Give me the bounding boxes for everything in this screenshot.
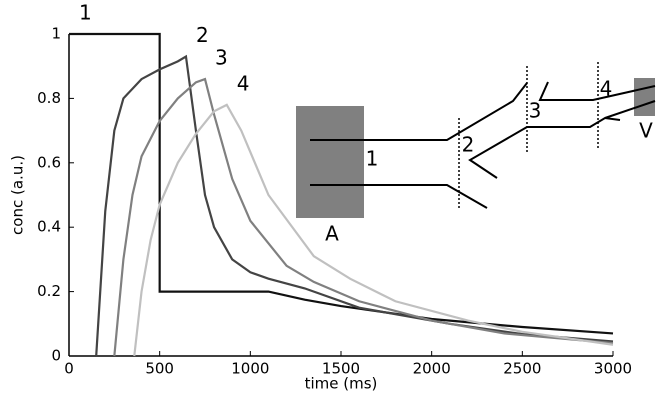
diagram-label: 1 bbox=[366, 147, 379, 171]
y-tick-label: 0.2 bbox=[37, 282, 61, 300]
vessel bbox=[310, 184, 488, 209]
x-tick-label: 0 bbox=[64, 360, 74, 378]
series-label: 1 bbox=[79, 1, 92, 25]
x-axis-label: time (ms) bbox=[305, 375, 378, 393]
vessel bbox=[604, 100, 656, 119]
diagram-label: 4 bbox=[600, 77, 613, 101]
vessel bbox=[468, 116, 621, 179]
series-label: 4 bbox=[237, 71, 250, 95]
diagram-label: 2 bbox=[462, 133, 475, 157]
y-tick-label: 0.6 bbox=[37, 153, 61, 171]
artery-block bbox=[296, 106, 364, 218]
vein-block bbox=[634, 78, 655, 116]
series-line bbox=[133, 103, 614, 357]
series-label: 3 bbox=[215, 46, 228, 70]
series-line bbox=[113, 77, 614, 357]
vessel bbox=[538, 81, 656, 101]
inset-diagram bbox=[296, 62, 656, 218]
y-tick-label: 0.4 bbox=[37, 218, 61, 236]
x-tick-label: 2000 bbox=[413, 360, 451, 378]
x-tick-label: 3000 bbox=[594, 360, 632, 378]
x-tick-label: 500 bbox=[145, 360, 174, 378]
series-line bbox=[95, 54, 614, 357]
diagram-label: 3 bbox=[529, 99, 542, 123]
diagram-label: A bbox=[325, 222, 339, 246]
series-label: 2 bbox=[196, 23, 209, 47]
y-tick-label: 0 bbox=[51, 347, 61, 365]
y-tick-label: 1 bbox=[51, 25, 61, 43]
diagram-label: V bbox=[639, 119, 653, 143]
x-tick-label: 1000 bbox=[231, 360, 269, 378]
vessel bbox=[310, 82, 528, 141]
y-axis-label: conc (a.u.) bbox=[9, 155, 27, 235]
x-tick-label: 2500 bbox=[503, 360, 541, 378]
y-tick-label: 0.8 bbox=[37, 89, 61, 107]
x-tick-label: 1500 bbox=[322, 360, 360, 378]
